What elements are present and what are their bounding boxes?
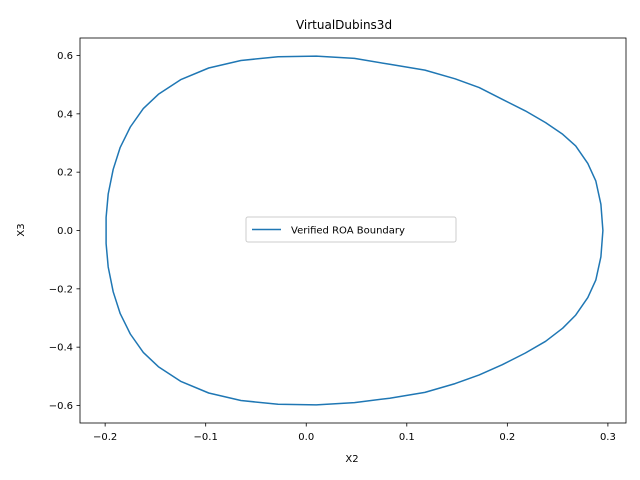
y-tick-label: −0.2	[49, 284, 73, 295]
y-axis-title: X3	[16, 223, 27, 236]
legend-box	[245, 216, 457, 243]
y-tick-label: 0.2	[57, 168, 73, 179]
y-tick-label: −0.6	[49, 401, 73, 412]
y-tick-label: 0.0	[57, 226, 73, 237]
chart-title: VirtualDubins3d	[296, 18, 392, 32]
x-tick-label: 0.0	[298, 432, 314, 443]
x-tick-label: −0.1	[194, 432, 218, 443]
plot-area	[105, 55, 604, 406]
series-line-0	[105, 55, 604, 406]
x-axis-title: X2	[345, 454, 358, 465]
legend: Verified ROA Boundary	[245, 216, 457, 243]
x-tick-label: 0.2	[499, 432, 515, 443]
x-tick-label: 0.1	[399, 432, 415, 443]
axes: −0.2 −0.1 0.0 0.1 0.2 0.3 −0.6 −0.4 −0.2 0.0 0.2 0.…	[49, 37, 627, 443]
legend-label: Verified ROA Boundary	[291, 226, 405, 237]
x-tick-label: 0.3	[600, 432, 616, 443]
y-tick-label: 0.4	[57, 109, 73, 120]
x-tick-label: −0.2	[93, 432, 117, 443]
y-tick-label: −0.4	[49, 343, 73, 354]
y-tick-label: 0.6	[57, 51, 73, 62]
